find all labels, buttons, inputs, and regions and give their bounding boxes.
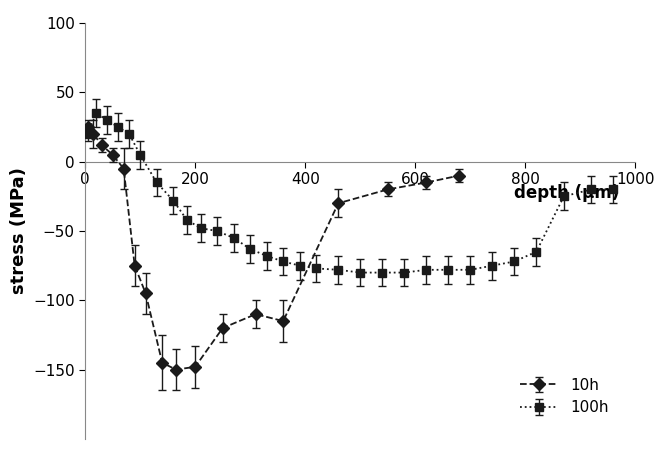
Legend: 10h, 100h: 10h, 100h [512, 370, 617, 423]
Y-axis label: stress (MPa): stress (MPa) [10, 168, 28, 294]
Text: depth (μm): depth (μm) [514, 184, 619, 202]
